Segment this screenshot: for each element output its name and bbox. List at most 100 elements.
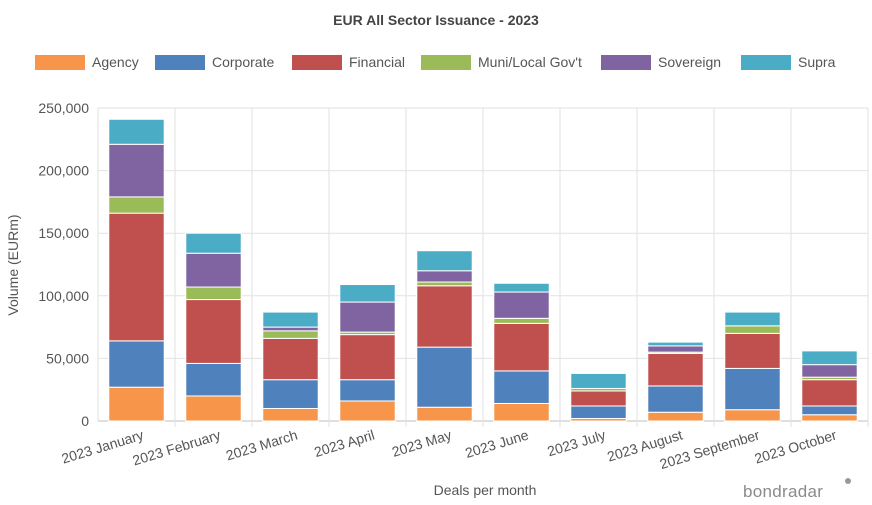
bar-segment[interactable] — [339, 284, 396, 303]
bar-segment[interactable] — [570, 405, 627, 419]
bar-segment[interactable] — [724, 367, 781, 411]
x-tick-label: 2023 May — [390, 427, 453, 460]
legend-swatch — [155, 55, 205, 70]
legend-swatch — [741, 55, 791, 70]
bar-segment[interactable] — [801, 350, 858, 366]
bar-segment[interactable] — [724, 409, 781, 422]
legend-item[interactable]: Financial — [292, 54, 405, 70]
x-tick-label: 2023 July — [545, 427, 607, 460]
bar-segment[interactable] — [108, 196, 165, 214]
bar-segment[interactable] — [801, 405, 858, 416]
bar-segment[interactable] — [493, 402, 550, 422]
bar-stack — [724, 311, 781, 422]
legend-item[interactable]: Agency — [35, 54, 139, 70]
x-tick-label: 2023 October — [753, 426, 839, 466]
bar-segment[interactable] — [416, 346, 473, 408]
bar-segment[interactable] — [108, 118, 165, 145]
bar-stack — [647, 341, 704, 422]
bar-segment[interactable] — [416, 250, 473, 272]
bar-segment[interactable] — [724, 311, 781, 327]
y-tick-label: 0 — [81, 413, 89, 429]
legend-item[interactable]: Supra — [741, 54, 836, 70]
bar-stack — [801, 350, 858, 422]
bar-segment[interactable] — [724, 325, 781, 334]
bar-segment[interactable] — [185, 252, 242, 288]
bondradar-logo: bondradar — [743, 478, 851, 501]
bar-segment[interactable] — [647, 385, 704, 413]
legend: Agency Corporate Financial Muni/Local Gov't… — [35, 54, 836, 70]
bar-segment[interactable] — [493, 322, 550, 372]
bar-stack — [339, 284, 396, 422]
x-axis-title: Deals per month — [434, 482, 537, 498]
legend-label: Agency — [92, 54, 139, 70]
bar-segment[interactable] — [262, 326, 319, 332]
bar-segment[interactable] — [416, 285, 473, 348]
bar-segment[interactable] — [570, 390, 627, 407]
bar-segment[interactable] — [262, 337, 319, 381]
bar-segment[interactable] — [493, 282, 550, 293]
legend-swatch — [421, 55, 471, 70]
bar-segment[interactable] — [339, 301, 396, 333]
bar-segment[interactable] — [801, 379, 858, 407]
bar-segment[interactable] — [339, 334, 396, 381]
legend-item[interactable]: Sovereign — [601, 54, 721, 70]
legend-label: Supra — [798, 54, 836, 70]
bar-segment[interactable] — [570, 372, 627, 389]
bar-segment[interactable] — [339, 400, 396, 422]
bar-segment[interactable] — [185, 286, 242, 301]
bar-segment[interactable] — [416, 406, 473, 422]
bar-segment[interactable] — [262, 379, 319, 409]
bar-segment[interactable] — [647, 411, 704, 422]
x-tick-label: 2023 April — [312, 427, 376, 461]
bar-segment[interactable] — [262, 407, 319, 422]
x-tick-label: 2023 February — [131, 427, 223, 469]
bar-segment[interactable] — [724, 332, 781, 369]
bar-segment[interactable] — [185, 299, 242, 364]
bar-segment[interactable] — [801, 364, 858, 378]
legend-item[interactable]: Muni/Local Gov't — [421, 54, 582, 70]
bar-segment[interactable] — [262, 311, 319, 328]
y-tick-label: 250,000 — [38, 100, 89, 116]
bar-stack — [108, 118, 165, 422]
bar-segment[interactable] — [262, 330, 319, 339]
logo-dot-icon — [845, 478, 851, 484]
bar-segment[interactable] — [647, 341, 704, 347]
bar-segment[interactable] — [108, 386, 165, 422]
bar-segment[interactable] — [108, 212, 165, 342]
bar-segment[interactable] — [647, 345, 704, 353]
bar-segment[interactable] — [493, 291, 550, 319]
bar-segment[interactable] — [108, 340, 165, 388]
bar-segment[interactable] — [339, 379, 396, 402]
legend-label: Muni/Local Gov't — [478, 54, 582, 70]
legend-swatch — [35, 55, 85, 70]
y-tick-label: 200,000 — [38, 163, 89, 179]
chart-title: EUR All Sector Issuance - 2023 — [333, 12, 539, 28]
y-tick-label: 150,000 — [38, 225, 89, 241]
legend-item[interactable]: Corporate — [155, 54, 274, 70]
bar-segment[interactable] — [108, 143, 165, 198]
bar-segment[interactable] — [647, 352, 704, 387]
y-tick-label: 100,000 — [38, 288, 89, 304]
bar-segment[interactable] — [416, 270, 473, 283]
bar-segment[interactable] — [185, 362, 242, 397]
legend-swatch — [292, 55, 342, 70]
legend-label: Financial — [349, 54, 405, 70]
y-axis-title: Volume (EURm) — [5, 214, 21, 315]
bar-stack — [570, 372, 627, 422]
bar-segment[interactable] — [801, 414, 858, 422]
y-tick-labels: 0 50,000 100,000 150,000 200,000 250,000 — [38, 100, 89, 429]
legend-label: Sovereign — [658, 54, 721, 70]
bar-segment[interactable] — [185, 232, 242, 254]
bar-stack — [416, 250, 473, 422]
bar-segment[interactable] — [185, 395, 242, 422]
bar-segment[interactable] — [416, 281, 473, 287]
bar-stack — [185, 232, 242, 422]
bar-segment[interactable] — [493, 317, 550, 324]
legend-label: Corporate — [212, 54, 274, 70]
bars — [108, 118, 858, 422]
x-tick-label: 2023 June — [463, 427, 530, 461]
bar-segment[interactable] — [493, 370, 550, 404]
x-tick-label: 2023 March — [224, 427, 299, 464]
